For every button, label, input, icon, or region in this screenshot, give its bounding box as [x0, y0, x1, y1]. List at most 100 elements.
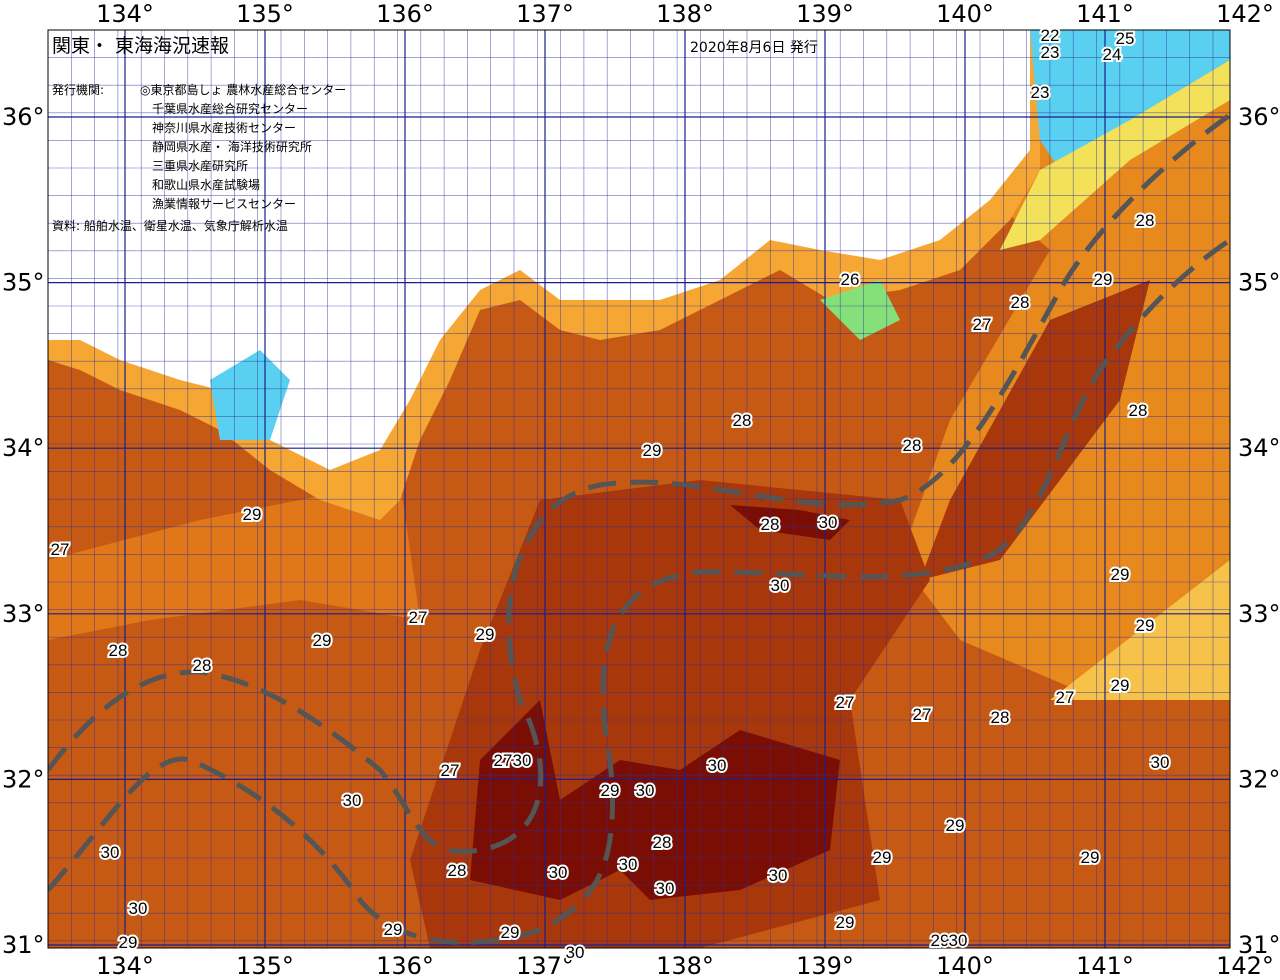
- cool-water: [1000, 60, 1230, 250]
- isotherm-label: 29: [946, 816, 965, 835]
- lat-tick-label: 35°: [1238, 269, 1280, 297]
- isotherm-label: 26: [841, 270, 860, 289]
- agency: 静岡県水産・ 海洋技術研究所: [152, 139, 312, 154]
- isotherm-label: 28: [448, 861, 467, 880]
- map-area: [48, 30, 1230, 948]
- kuroshio-axis: [48, 112, 1230, 854]
- isotherm-label: 29: [931, 931, 950, 950]
- lon-tick-label: 138°: [656, 0, 714, 28]
- lat-tick-label: 36°: [1238, 103, 1280, 131]
- isotherm-label: 27: [409, 608, 428, 627]
- isotherm-label: 28: [109, 641, 128, 660]
- lon-tick-label: 135°: [236, 952, 294, 980]
- isotherm-label: 30: [549, 863, 568, 882]
- isotherm-label: 30: [129, 899, 148, 918]
- lat-tick-label: 32°: [2, 765, 45, 793]
- isotherm-label: 27: [913, 705, 932, 724]
- isotherm-label: 28: [1011, 293, 1030, 312]
- isotherm-label: 28: [903, 436, 922, 455]
- lon-tick-label: 142°: [1216, 952, 1274, 980]
- lat-tick-label: 35°: [2, 269, 45, 297]
- cold-water: [210, 350, 290, 440]
- lat-tick-label: 32°: [1238, 765, 1280, 793]
- isotherm-label: 27: [441, 761, 460, 780]
- isotherm-label: 25: [1116, 29, 1135, 48]
- isotherm-label: 27: [836, 693, 855, 712]
- issue-date: 2020年8月6日 発行: [690, 40, 818, 56]
- isotherm-label: 30: [771, 576, 790, 595]
- lat-tick-label: 34°: [1238, 434, 1280, 462]
- hot-water: [920, 280, 1150, 580]
- lon-tick-label: 137°: [516, 952, 574, 980]
- map-frame: [47, 29, 1231, 949]
- lon-tick-label: 134°: [96, 952, 154, 980]
- isotherm-label: 27: [494, 751, 513, 770]
- isotherm-label: 29: [1111, 565, 1130, 584]
- hottest-water: [470, 700, 840, 900]
- land: [48, 30, 1030, 470]
- isotherm-label: 30: [343, 791, 362, 810]
- title: 関東・ 東海海況速報: [52, 35, 229, 57]
- kuroshio-axis: [48, 237, 1230, 945]
- isotherm-label: 29: [119, 933, 138, 952]
- isotherm-label: 24: [1103, 45, 1122, 64]
- isotherm-label: 30: [708, 756, 727, 775]
- lon-tick-label: 138°: [656, 952, 714, 980]
- isotherm-label: 27: [973, 315, 992, 334]
- isotherm-label: 29: [501, 923, 520, 942]
- lon-tick-label: 136°: [376, 0, 434, 28]
- isotherm-label: 28: [761, 515, 780, 534]
- isotherm-label: 22: [1041, 26, 1060, 45]
- isotherm-label: 29: [1111, 676, 1130, 695]
- hottest-water: [730, 505, 850, 540]
- isotherm-label: 29: [1094, 270, 1113, 289]
- agency: 千葉県水産総合研究センター: [152, 101, 308, 116]
- isotherm-label: 28: [193, 656, 212, 675]
- agency: 和歌山県水産試験場: [152, 177, 260, 192]
- isotherm-label: 29: [313, 631, 332, 650]
- isotherm-label: 29: [873, 848, 892, 867]
- isotherm-label: 30: [819, 513, 838, 532]
- lat-tick-label: 33°: [2, 600, 45, 628]
- isotherm-label: 29: [1081, 848, 1100, 867]
- lon-tick-label: 136°: [376, 952, 434, 980]
- lon-tick-label: 141°: [1076, 0, 1134, 28]
- isotherm-label: 30: [513, 751, 532, 770]
- cold-water: [1030, 30, 1230, 170]
- lat-tick-label: 36°: [2, 103, 45, 131]
- source: 資料: 船舶水温、衛星水温、気象庁解析水温: [52, 218, 288, 233]
- isotherm-label: 30: [949, 931, 968, 950]
- isotherm-label: 28: [1136, 211, 1155, 230]
- isotherm-label: 30: [101, 843, 120, 862]
- isotherm-label: 29: [384, 920, 403, 939]
- lon-tick-label: 140°: [936, 952, 994, 980]
- isotherm-label: 28: [1129, 401, 1148, 420]
- lon-tick-label: 135°: [236, 0, 294, 28]
- lat-tick-label: 31°: [2, 931, 45, 959]
- isotherm-label: 29: [243, 505, 262, 524]
- lon-tick-label: 140°: [936, 0, 994, 28]
- isotherm-label: 29: [476, 625, 495, 644]
- lon-tick-label: 139°: [796, 952, 854, 980]
- isotherm-label: 30: [656, 879, 675, 898]
- isotherm-label: 28: [991, 708, 1010, 727]
- isotherm-label: 23: [1041, 43, 1060, 62]
- lat-tick-label: 33°: [1238, 600, 1280, 628]
- isotherm-label: 27: [51, 540, 70, 559]
- lon-tick-label: 137°: [516, 0, 574, 28]
- isotherm-label: 29: [836, 913, 855, 932]
- isotherm-label: 29: [1136, 616, 1155, 635]
- agency: 三重県水産研究所: [152, 158, 248, 173]
- isotherm-label: 30: [1151, 753, 1170, 772]
- isotherm-label: 27: [1056, 688, 1075, 707]
- agency-label: 発行機関:: [52, 82, 104, 97]
- agency: 神奈川県水産技術センター: [152, 120, 296, 135]
- isotherm-label: 30: [619, 855, 638, 874]
- isotherm-label: 30: [566, 943, 585, 962]
- isotherm-label: 28: [733, 411, 752, 430]
- grid: [48, 30, 1230, 948]
- isotherm-label: 30: [636, 781, 655, 800]
- isotherm-label: 30: [769, 866, 788, 885]
- agency: 漁業情報サービスセンター: [152, 197, 296, 211]
- isotherm-label: 23: [1031, 83, 1050, 102]
